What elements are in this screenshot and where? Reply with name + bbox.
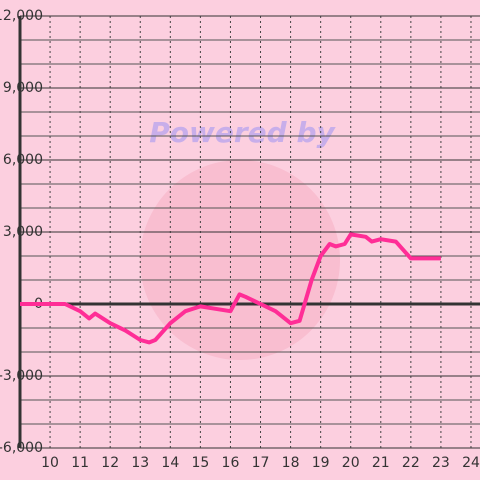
x-tick-label: 23 (432, 455, 450, 471)
y-tick-label: 9,000 (3, 80, 43, 96)
x-tick-label: 15 (191, 455, 209, 471)
x-tick-label: 18 (282, 455, 300, 471)
x-tick-label: 13 (131, 455, 149, 471)
x-tick-label: 11 (71, 455, 89, 471)
watermark-image (140, 160, 340, 360)
x-tick-label: 17 (252, 455, 270, 471)
y-tick-label: 3,000 (3, 224, 43, 240)
line (20, 232, 441, 345)
x-tick-label: 22 (402, 455, 420, 471)
x-tick-label: 20 (342, 455, 360, 471)
x-tick-label: 16 (222, 455, 240, 471)
y-tick-label: 6,000 (3, 152, 43, 168)
x-tick-label: 10 (41, 455, 59, 471)
x-tick-label: 19 (312, 455, 330, 471)
x-tick-label: 21 (372, 455, 390, 471)
x-tick-label: 24 (462, 455, 480, 471)
x-tick-label: 12 (101, 455, 119, 471)
watermark: Powered by (149, 116, 336, 149)
x-tick-label: 14 (161, 455, 179, 471)
